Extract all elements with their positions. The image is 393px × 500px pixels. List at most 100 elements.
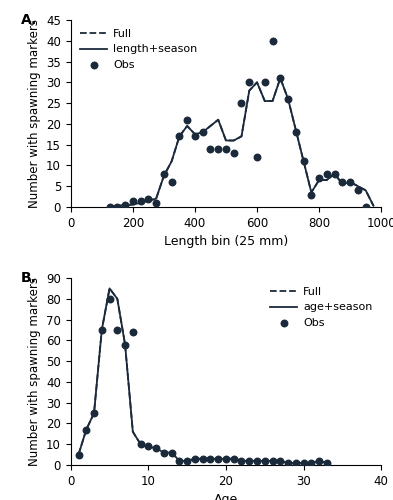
length+season <box>169 158 174 164</box>
age+season <box>255 458 259 464</box>
Full <box>99 327 104 333</box>
Full <box>107 286 112 292</box>
length+season <box>348 179 353 185</box>
Full <box>309 190 314 196</box>
length+season <box>325 177 329 183</box>
length+season <box>301 158 306 164</box>
Obs <box>262 457 268 465</box>
Full <box>255 458 259 464</box>
age+season <box>270 458 275 464</box>
Obs <box>324 170 330 177</box>
Obs <box>153 444 159 452</box>
length+season <box>193 132 197 138</box>
Obs <box>169 178 175 186</box>
Obs <box>231 149 237 157</box>
age+season <box>92 410 96 416</box>
age+season <box>193 456 197 462</box>
Obs <box>246 78 252 86</box>
Full <box>239 458 244 464</box>
length+season <box>263 98 267 104</box>
age+season <box>200 456 205 462</box>
Full <box>92 410 96 416</box>
Legend: Full, length+season, Obs: Full, length+season, Obs <box>76 26 200 74</box>
Full <box>317 458 321 464</box>
Obs <box>316 174 322 182</box>
Full <box>231 138 236 143</box>
length+season <box>185 123 189 129</box>
length+season <box>239 134 244 140</box>
Obs <box>246 457 252 465</box>
age+season <box>216 456 220 462</box>
length+season <box>200 129 205 135</box>
Full <box>239 134 244 140</box>
Full <box>200 456 205 462</box>
Obs <box>223 455 229 463</box>
age+season <box>123 342 127 347</box>
Full <box>177 458 182 464</box>
length+season <box>154 196 158 202</box>
Full <box>309 460 314 466</box>
Full <box>255 80 259 86</box>
Obs <box>285 95 291 103</box>
Full <box>317 177 321 183</box>
Obs <box>83 426 90 434</box>
Full <box>162 450 166 456</box>
Full <box>146 444 151 450</box>
Obs <box>277 457 283 465</box>
Obs <box>238 457 244 465</box>
Full <box>278 458 283 464</box>
length+season <box>332 170 337 176</box>
length+season <box>224 138 228 143</box>
Full <box>224 138 228 143</box>
Obs <box>215 145 221 153</box>
Obs <box>270 457 276 465</box>
length+season <box>208 123 213 129</box>
Full <box>278 75 283 81</box>
Full <box>208 123 213 129</box>
length+season <box>177 134 182 140</box>
length+season <box>309 190 314 196</box>
Full <box>208 456 213 462</box>
Obs <box>138 196 144 204</box>
Full <box>216 116 220 122</box>
Text: A.: A. <box>21 12 37 26</box>
length+season <box>294 127 298 133</box>
age+season <box>286 460 290 466</box>
Full <box>115 296 119 302</box>
Full <box>263 98 267 104</box>
Obs <box>231 455 237 463</box>
Obs <box>324 459 330 467</box>
Obs <box>169 448 175 456</box>
length+season <box>146 198 151 203</box>
length+season <box>162 173 166 179</box>
length+season <box>340 181 345 187</box>
age+season <box>247 458 252 464</box>
Obs <box>114 203 120 211</box>
length+season <box>138 200 143 206</box>
Line: Full: Full <box>79 288 327 463</box>
age+season <box>294 460 298 466</box>
Y-axis label: Number with spawning markers: Number with spawning markers <box>28 277 40 466</box>
Full <box>270 458 275 464</box>
Obs <box>208 145 214 153</box>
age+season <box>107 286 112 292</box>
Full <box>348 179 353 185</box>
Full <box>76 452 81 458</box>
age+season <box>301 460 306 466</box>
age+season <box>263 458 267 464</box>
Obs <box>269 37 275 45</box>
Full <box>224 456 228 462</box>
Full <box>154 196 158 202</box>
Obs <box>300 158 307 166</box>
Obs <box>176 132 182 140</box>
Obs <box>254 153 260 161</box>
age+season <box>76 452 81 458</box>
length+season <box>115 202 119 208</box>
Full <box>193 456 197 462</box>
Obs <box>184 457 190 465</box>
Obs <box>176 457 182 465</box>
Obs <box>107 203 113 211</box>
Full <box>185 458 189 464</box>
Full <box>169 158 174 164</box>
length+season <box>278 75 283 81</box>
